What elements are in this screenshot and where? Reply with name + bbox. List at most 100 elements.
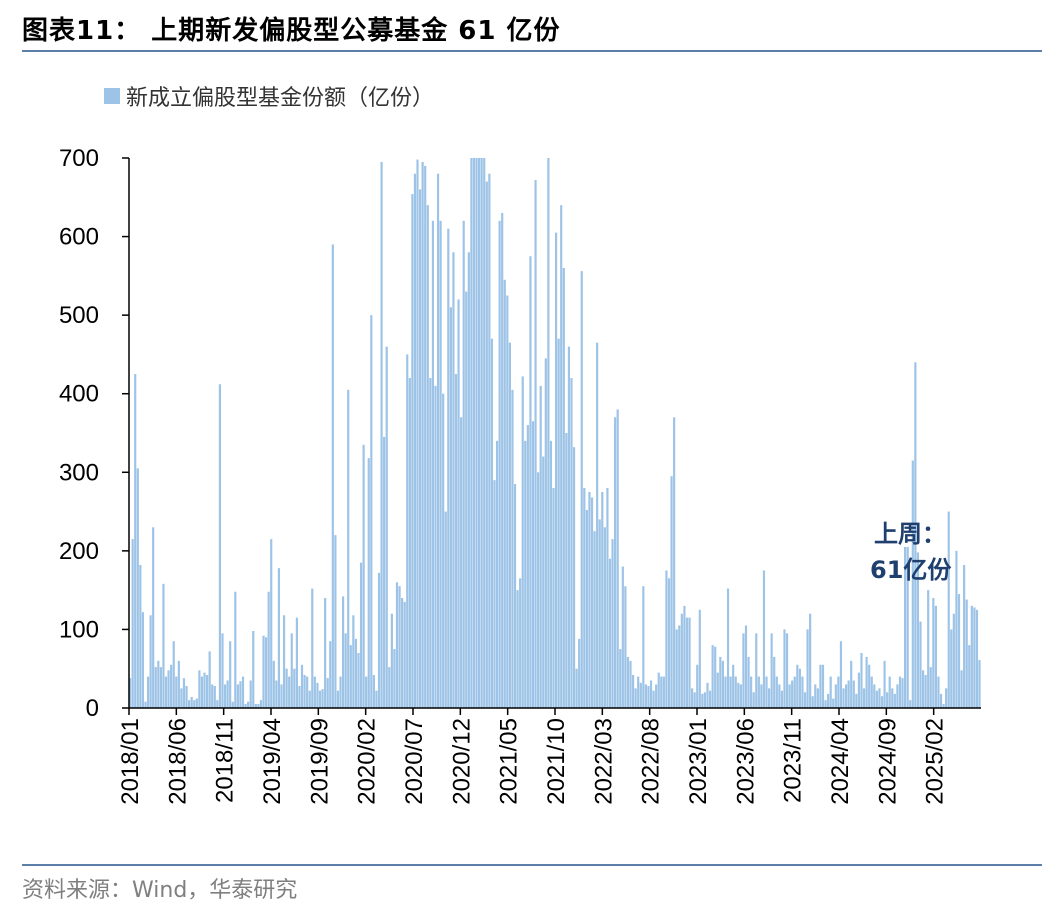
bar bbox=[262, 635, 265, 708]
bar bbox=[670, 476, 673, 708]
bar bbox=[313, 676, 316, 708]
bar bbox=[193, 700, 196, 708]
bar bbox=[590, 497, 594, 708]
x-tick-label: 2019/09 bbox=[306, 718, 333, 805]
bar bbox=[814, 684, 817, 708]
bar bbox=[873, 684, 876, 708]
bar bbox=[324, 598, 327, 708]
bar bbox=[757, 676, 760, 708]
bar bbox=[342, 596, 345, 708]
bar bbox=[141, 612, 145, 708]
bar bbox=[821, 664, 825, 708]
bar bbox=[750, 676, 753, 708]
bar bbox=[693, 692, 696, 708]
bar bbox=[295, 617, 298, 708]
bar bbox=[413, 173, 417, 709]
bar bbox=[213, 686, 216, 708]
bar bbox=[370, 315, 373, 708]
bar bbox=[478, 158, 481, 708]
bar-series bbox=[129, 158, 981, 709]
legend-label: 新成立偏股型基金份额（亿份） bbox=[126, 86, 434, 111]
bar bbox=[349, 645, 352, 708]
bar bbox=[978, 660, 981, 708]
bar bbox=[957, 594, 961, 708]
bar bbox=[357, 653, 360, 708]
bar bbox=[606, 488, 609, 708]
bar bbox=[555, 232, 558, 708]
bar bbox=[947, 511, 950, 708]
x-tick-label: 2023/06 bbox=[732, 718, 759, 805]
bar bbox=[465, 291, 468, 708]
bar bbox=[223, 684, 227, 708]
bar bbox=[634, 688, 637, 708]
bar bbox=[798, 668, 801, 708]
bar bbox=[827, 693, 830, 708]
bar bbox=[239, 681, 242, 708]
bar bbox=[891, 688, 894, 708]
bar bbox=[429, 378, 432, 708]
bar bbox=[185, 686, 188, 708]
source-note: 资料来源：Wind，华泰研究 bbox=[22, 878, 298, 903]
bar bbox=[955, 550, 958, 708]
bar bbox=[765, 676, 768, 708]
bar bbox=[506, 295, 509, 708]
bar bbox=[508, 342, 511, 708]
bar bbox=[516, 590, 519, 708]
bar bbox=[534, 180, 537, 708]
bar bbox=[277, 568, 281, 708]
bar bbox=[249, 680, 252, 708]
y-tick-label: 0 bbox=[86, 695, 99, 722]
bar bbox=[288, 676, 291, 708]
bar bbox=[519, 578, 522, 708]
bar bbox=[503, 279, 506, 708]
bar bbox=[660, 676, 663, 708]
bar bbox=[837, 676, 840, 708]
bar bbox=[229, 641, 232, 708]
bar bbox=[421, 161, 424, 708]
bar bbox=[793, 676, 796, 708]
bar bbox=[608, 558, 612, 708]
bar bbox=[372, 675, 375, 708]
bar bbox=[390, 613, 393, 708]
bar bbox=[462, 220, 465, 709]
bar bbox=[652, 690, 655, 708]
bar bbox=[562, 268, 565, 708]
bar bbox=[744, 625, 748, 708]
y-tick-label: 200 bbox=[59, 538, 99, 565]
annotation-line-1: 上周： bbox=[874, 520, 946, 548]
bar bbox=[939, 693, 943, 708]
bar bbox=[452, 252, 455, 709]
bar bbox=[888, 676, 891, 708]
last-week-annotation: 上周： 61亿份 bbox=[870, 520, 952, 584]
annotation-line-2: 61亿份 bbox=[870, 556, 952, 584]
bar bbox=[146, 676, 150, 708]
bar bbox=[318, 690, 322, 708]
bar bbox=[367, 458, 370, 708]
bar bbox=[860, 653, 863, 708]
bar bbox=[490, 338, 494, 708]
bar-chart: 新成立偏股型基金份额（亿份） 0 100 200 300 400 500 600 700 20… bbox=[59, 86, 981, 805]
bar bbox=[241, 676, 245, 708]
bar bbox=[844, 684, 848, 708]
bar bbox=[431, 220, 434, 709]
bar bbox=[200, 676, 204, 708]
bar bbox=[403, 601, 406, 708]
bar bbox=[300, 664, 304, 708]
bar bbox=[639, 682, 642, 708]
bar bbox=[470, 158, 473, 708]
bar bbox=[339, 676, 342, 708]
bar bbox=[436, 173, 440, 709]
bar bbox=[924, 675, 927, 708]
bar bbox=[631, 675, 635, 708]
bar bbox=[680, 613, 683, 708]
bar bbox=[832, 698, 835, 708]
bar bbox=[531, 421, 535, 708]
bar bbox=[968, 645, 971, 708]
bar bbox=[901, 678, 904, 708]
bar bbox=[395, 582, 399, 708]
bar bbox=[544, 358, 547, 708]
bar bbox=[331, 244, 334, 708]
bar bbox=[216, 700, 219, 708]
bar bbox=[952, 613, 955, 708]
bar bbox=[285, 668, 288, 708]
